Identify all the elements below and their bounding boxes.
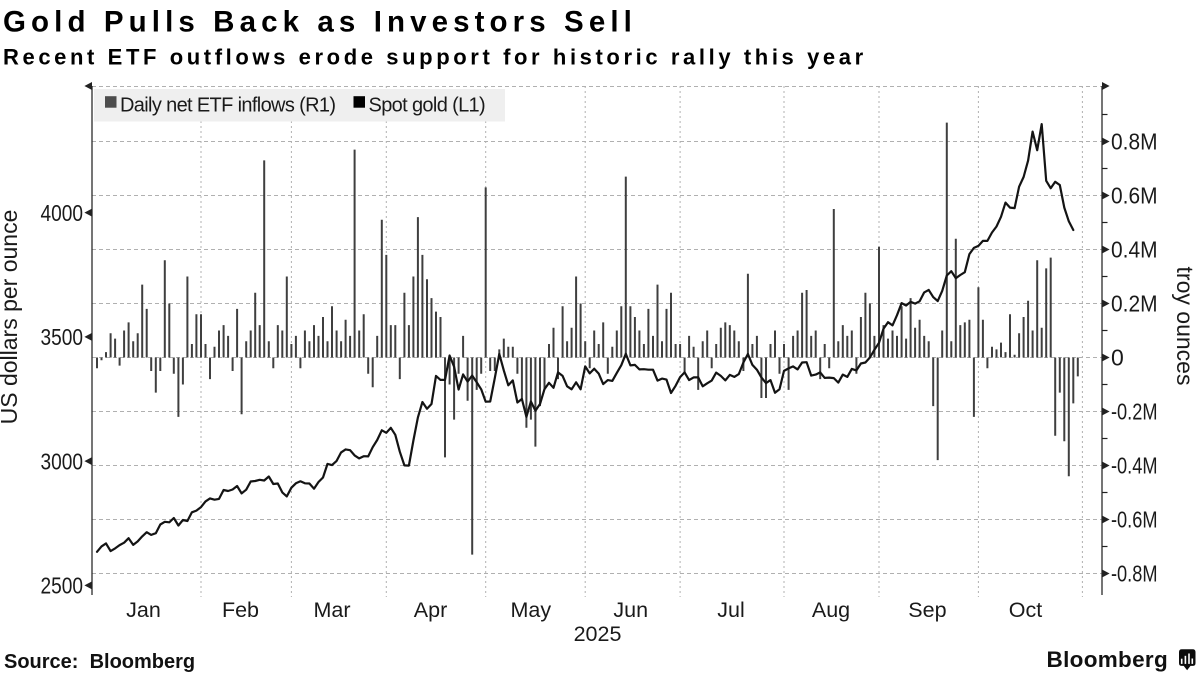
- svg-text:Jan: Jan: [126, 598, 161, 622]
- svg-text:0.6M: 0.6M: [1111, 183, 1158, 209]
- svg-text:Spot gold (L1): Spot gold (L1): [369, 95, 486, 117]
- svg-text:Source: Bloomberg: Source: Bloomberg: [4, 651, 195, 673]
- svg-text:0: 0: [1111, 345, 1124, 371]
- svg-text:Recent ETF outflows erode supp: Recent ETF outflows erode support for hi…: [3, 45, 867, 70]
- svg-text:Daily net ETF inflows (R1): Daily net ETF inflows (R1): [120, 95, 335, 117]
- svg-text:-0.2M: -0.2M: [1111, 399, 1158, 425]
- svg-text:Bloomberg: Bloomberg: [1047, 647, 1168, 672]
- svg-text:Jul: Jul: [717, 598, 744, 622]
- svg-text:US dollars per ounce: US dollars per ounce: [0, 210, 22, 425]
- svg-text:0.4M: 0.4M: [1111, 237, 1158, 263]
- svg-text:-0.8M: -0.8M: [1111, 561, 1158, 587]
- svg-text:Sep: Sep: [908, 598, 946, 622]
- svg-text:Mar: Mar: [313, 598, 350, 622]
- svg-text:3000: 3000: [41, 448, 84, 474]
- svg-text:0.2M: 0.2M: [1111, 291, 1158, 317]
- svg-text:2025: 2025: [574, 622, 622, 646]
- svg-text:0.8M: 0.8M: [1111, 129, 1158, 155]
- svg-text:3500: 3500: [41, 324, 84, 350]
- svg-text:Aug: Aug: [812, 598, 850, 622]
- svg-text:-0.4M: -0.4M: [1111, 453, 1158, 479]
- svg-text:-0.6M: -0.6M: [1111, 507, 1158, 533]
- svg-text:Apr: Apr: [414, 598, 447, 622]
- svg-text:May: May: [510, 598, 551, 622]
- svg-text:2500: 2500: [41, 573, 84, 599]
- svg-text:troy ounces: troy ounces: [1172, 267, 1198, 386]
- svg-text:4000: 4000: [41, 200, 84, 226]
- svg-text:Oct: Oct: [1009, 598, 1042, 622]
- svg-text:Jun: Jun: [613, 598, 648, 622]
- svg-text:Feb: Feb: [222, 598, 259, 622]
- svg-text:Gold Pulls Back as Investors S: Gold Pulls Back as Investors Sell: [3, 6, 637, 39]
